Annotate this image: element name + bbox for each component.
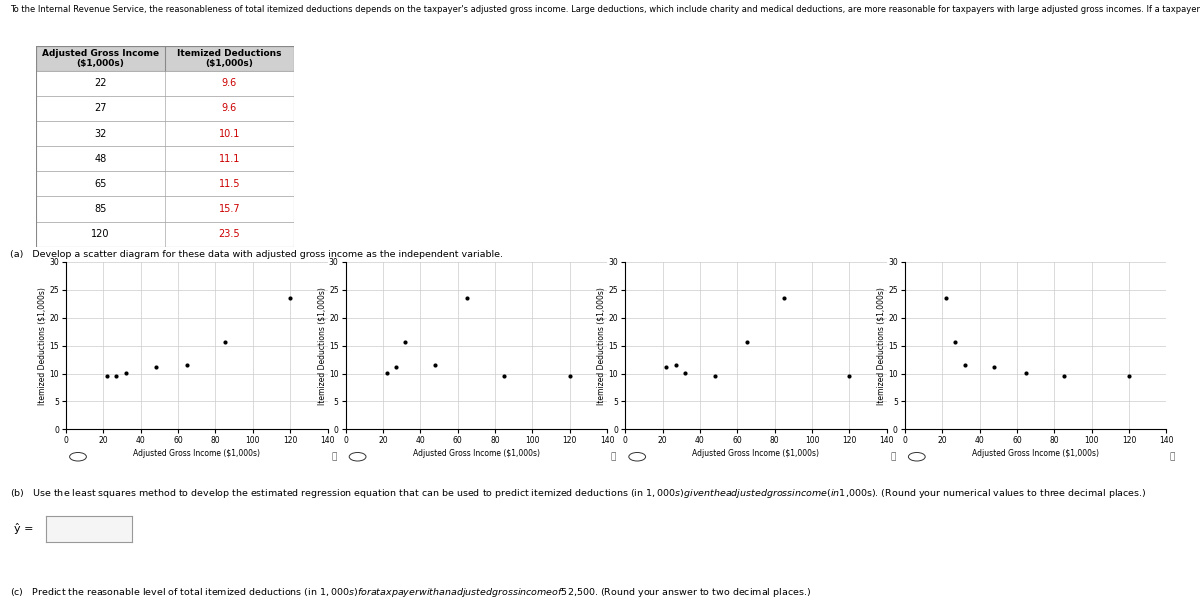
Text: ⓘ: ⓘ [331, 452, 336, 461]
Text: Adjusted Gross Income
($1,000s): Adjusted Gross Income ($1,000s) [42, 49, 160, 68]
Point [676, 368, 695, 378]
Point [1016, 368, 1036, 378]
Bar [36, 71, 294, 96]
Text: Itemized Deductions
($1,000s): Itemized Deductions ($1,000s) [178, 49, 282, 68]
Point [281, 294, 300, 303]
Text: 11.5: 11.5 [218, 179, 240, 189]
Text: 9.6: 9.6 [222, 79, 238, 88]
Bar [36, 121, 294, 146]
Bar [36, 96, 294, 121]
Bar [36, 196, 294, 222]
X-axis label: Adjusted Gross Income ($1,000s): Adjusted Gross Income ($1,000s) [413, 449, 540, 459]
Text: ⓘ: ⓘ [890, 452, 895, 461]
Point [97, 371, 116, 381]
Text: 10.1: 10.1 [218, 128, 240, 139]
Point [706, 371, 725, 381]
Point [985, 362, 1004, 372]
Text: 85: 85 [95, 204, 107, 214]
Text: ⓘ: ⓘ [611, 452, 616, 461]
Point [955, 361, 974, 370]
X-axis label: Adjusted Gross Income ($1,000s): Adjusted Gross Income ($1,000s) [972, 449, 1099, 459]
X-axis label: Adjusted Gross Income ($1,000s): Adjusted Gross Income ($1,000s) [133, 449, 260, 459]
Text: To the Internal Revenue Service, the reasonableness of total itemized deductions: To the Internal Revenue Service, the rea… [10, 5, 1200, 14]
Y-axis label: Itemized Deductions ($1,000s): Itemized Deductions ($1,000s) [596, 287, 606, 404]
Text: 48: 48 [95, 153, 107, 164]
Bar [36, 222, 294, 247]
Bar [36, 46, 294, 71]
X-axis label: Adjusted Gross Income ($1,000s): Adjusted Gross Income ($1,000s) [692, 449, 820, 459]
Point [946, 337, 965, 347]
Y-axis label: Itemized Deductions ($1,000s): Itemized Deductions ($1,000s) [37, 287, 47, 404]
Point [386, 362, 406, 372]
Text: (b)   Use the least squares method to develop the estimated regression equation : (b) Use the least squares method to deve… [10, 487, 1146, 500]
Point [178, 361, 197, 370]
Point [457, 294, 476, 303]
Point [215, 337, 234, 347]
Point [396, 337, 415, 347]
Point [774, 294, 793, 303]
Point [1120, 371, 1139, 381]
Point [426, 361, 445, 370]
Text: 9.6: 9.6 [222, 104, 238, 113]
Y-axis label: Itemized Deductions ($1,000s): Itemized Deductions ($1,000s) [317, 287, 326, 404]
Text: 32: 32 [95, 128, 107, 139]
Point [840, 371, 859, 381]
Point [494, 371, 514, 381]
Point [656, 362, 676, 372]
Y-axis label: Itemized Deductions ($1,000s): Itemized Deductions ($1,000s) [876, 287, 886, 404]
Point [560, 371, 580, 381]
Text: (a)   Develop a scatter diagram for these data with adjusted gross income as the: (a) Develop a scatter diagram for these … [10, 250, 503, 259]
Bar [36, 146, 294, 171]
Text: (c)   Predict the reasonable level of total itemized deductions (in $1,000s) for: (c) Predict the reasonable level of tota… [10, 586, 810, 599]
Point [1054, 371, 1073, 381]
Text: 120: 120 [91, 229, 109, 239]
Point [107, 371, 126, 381]
Point [116, 368, 136, 378]
Text: ŷ =: ŷ = [14, 523, 34, 534]
Bar [36, 171, 294, 197]
Point [936, 294, 955, 303]
Text: 15.7: 15.7 [218, 204, 240, 214]
Point [377, 368, 396, 378]
Text: ⓘ: ⓘ [1170, 452, 1175, 461]
Point [666, 361, 685, 370]
Text: 27: 27 [95, 104, 107, 113]
Text: 65: 65 [95, 179, 107, 189]
Point [146, 362, 166, 372]
Text: 23.5: 23.5 [218, 229, 240, 239]
Text: 11.1: 11.1 [218, 153, 240, 164]
Point [737, 337, 756, 347]
Text: 22: 22 [95, 79, 107, 88]
